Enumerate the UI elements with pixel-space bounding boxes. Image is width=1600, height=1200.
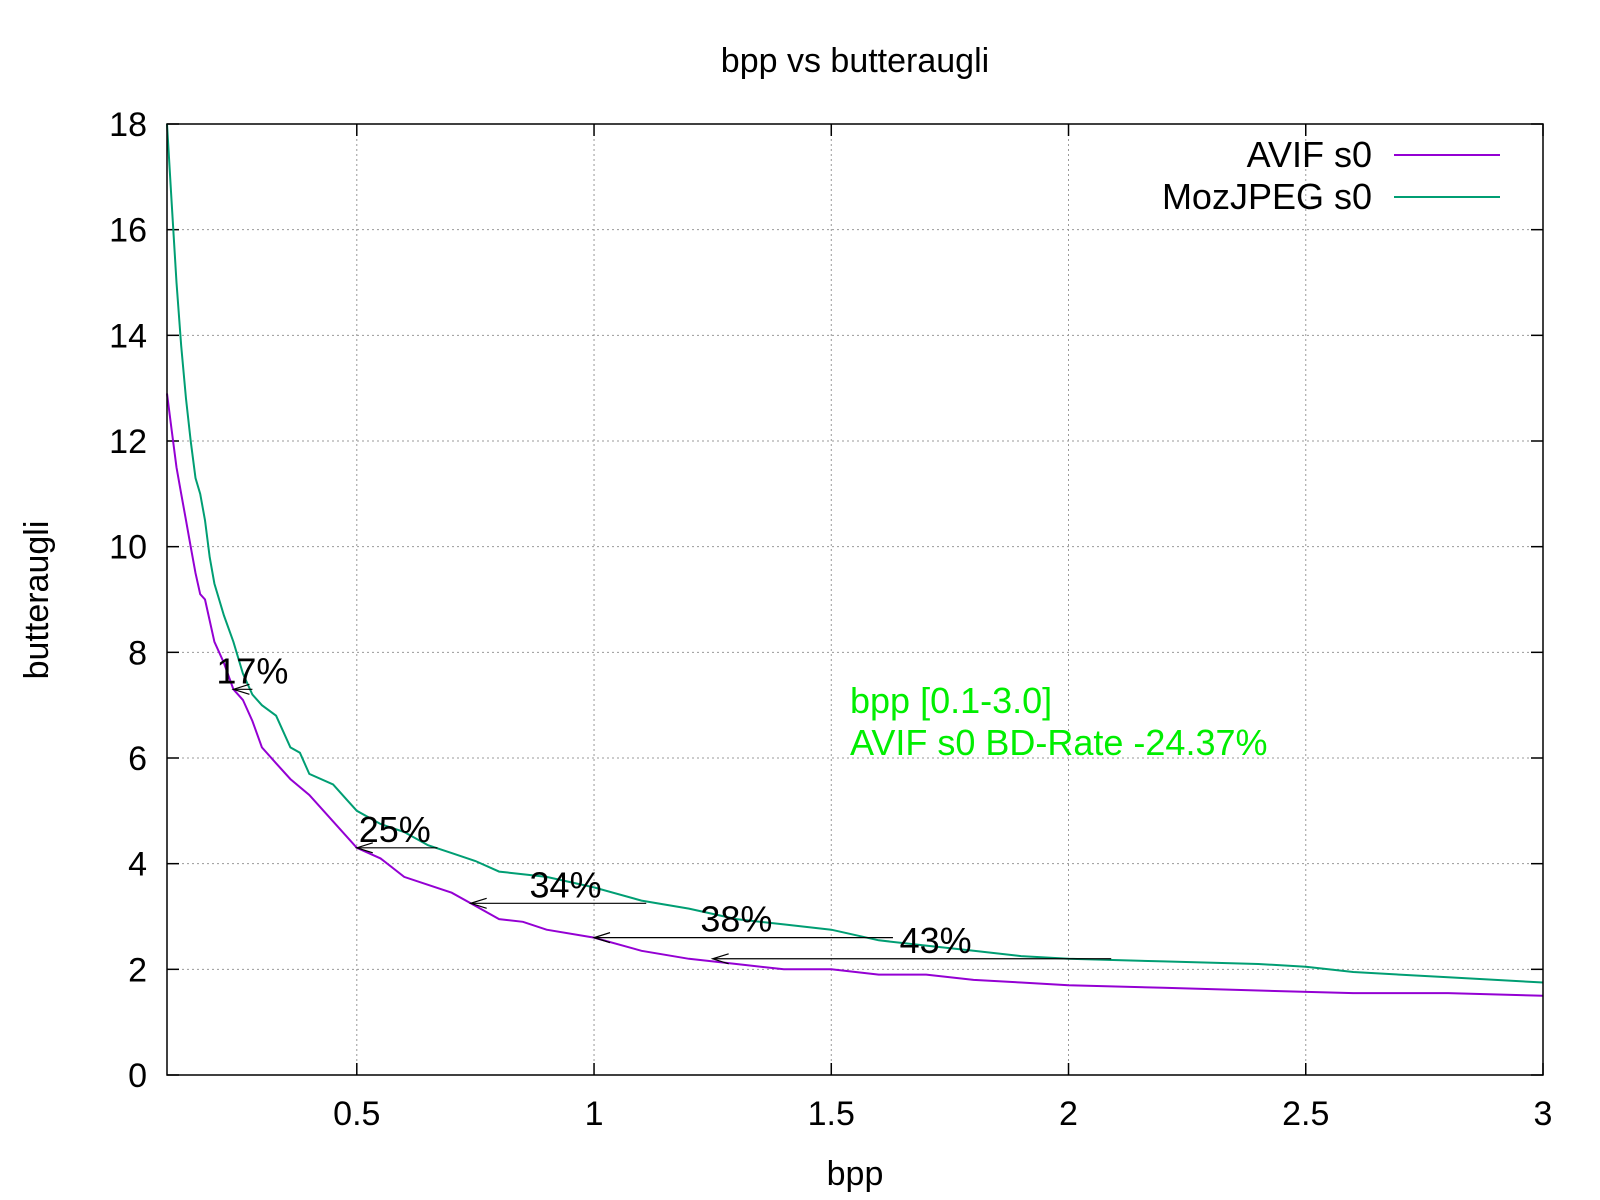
annotation-label: 17% — [216, 650, 288, 691]
x-tick-label: 1 — [585, 1095, 604, 1133]
y-tick-label: 10 — [109, 529, 147, 567]
annotations: 17% 25% 34% 38% 43% — [216, 650, 1112, 965]
ticks: 0.5 1 1.5 2 2.5 3 0 2 4 6 8 10 12 14 16 18 — [109, 106, 1552, 1133]
y-tick-label: 4 — [128, 846, 147, 884]
y-tick-label: 6 — [128, 740, 147, 778]
annotation-arrowhead — [592, 932, 611, 944]
annotation-label: 43% — [900, 920, 972, 961]
y-tick-label: 16 — [109, 212, 147, 250]
info-box: bpp [0.1-3.0]AVIF s0 BD-Rate -24.37% — [850, 680, 1268, 763]
annotation-arrowhead — [710, 953, 729, 965]
annotation-arrowhead — [468, 897, 487, 909]
y-tick-label: 8 — [128, 634, 147, 672]
series-line — [166, 393, 1544, 997]
annotation-label: 38% — [700, 899, 772, 940]
y-axis-label: butteraugli — [18, 521, 56, 680]
chart-title: bpp vs butteraugli — [721, 42, 989, 80]
x-tick-label: 0.5 — [333, 1095, 380, 1133]
legend-label: MozJPEG s0 — [1162, 176, 1372, 217]
x-tick-label: 1.5 — [808, 1095, 855, 1133]
y-tick-label: 12 — [109, 423, 147, 461]
annotation-arrowhead — [354, 842, 373, 854]
x-axis-label: bpp — [827, 1155, 884, 1193]
plot-frame — [166, 123, 1544, 1076]
y-tick-label: 0 — [128, 1057, 147, 1095]
annotation-label: 34% — [530, 864, 602, 905]
info-line: bpp [0.1-3.0] — [850, 680, 1052, 721]
x-tick-label: 2 — [1059, 1095, 1078, 1133]
annotation-label: 25% — [359, 809, 431, 850]
grid — [167, 124, 1543, 1075]
x-tick-label: 2.5 — [1282, 1095, 1329, 1133]
series-line — [166, 123, 1544, 984]
y-tick-label: 18 — [109, 106, 147, 144]
y-tick-label: 14 — [109, 317, 147, 355]
series-lines — [166, 123, 1544, 997]
info-line: AVIF s0 BD-Rate -24.37% — [850, 722, 1268, 763]
y-tick-label: 2 — [128, 951, 147, 989]
x-tick-label: 3 — [1534, 1095, 1553, 1133]
legend-label: AVIF s0 — [1247, 134, 1372, 175]
annotation-arrowhead — [231, 683, 250, 695]
